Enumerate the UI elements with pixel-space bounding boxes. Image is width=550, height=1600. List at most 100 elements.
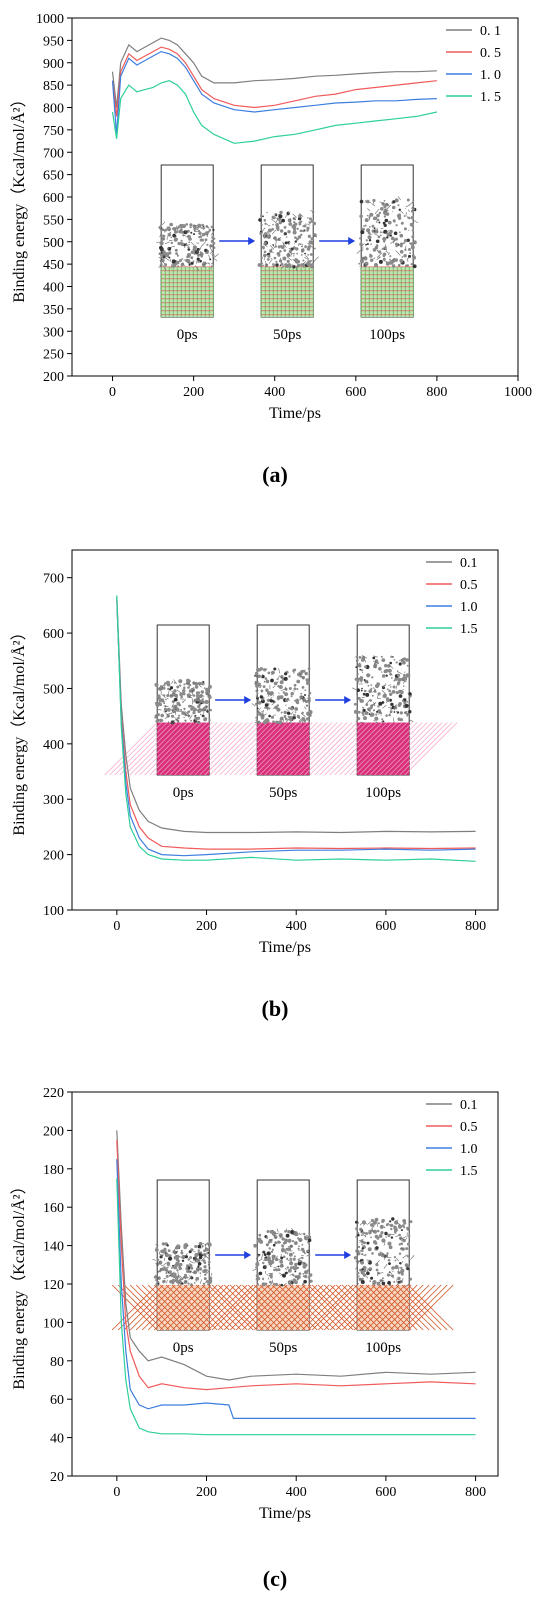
panel-a: 0 200 400 600 800 1000 200 250 300 350 400 450 500 55… [0,0,550,500]
x-tick-label: 200 [196,919,217,934]
y-tick-label: 650 [43,169,64,184]
y-tick-label: 200 [43,370,64,385]
legend-label: 0. 1 [480,24,501,39]
x-tick-label: 400 [264,385,285,400]
y-tick-label: 600 [43,191,64,206]
y-tick-label: 750 [43,124,64,139]
snapshot-1: 50ps [257,164,319,343]
y-tick-label: 40 [50,1432,64,1447]
legend-label: 0.5 [460,1120,478,1135]
series-line-2 [111,50,437,135]
x-axis-title: Time/ps [259,939,311,956]
y-tick-label: 250 [43,348,64,363]
snapshot-2: 100ps [356,164,419,343]
y-axis-title: Binding energy（Kcal/mol/Å²） [10,624,28,835]
series-line-3 [116,1178,476,1436]
legend-label: 0. 5 [480,46,501,61]
snapshot-label: 50ps [273,327,302,343]
y-tick-label: 700 [43,146,64,161]
legend-label: 1.0 [460,1142,478,1157]
x-tick-label: 800 [465,919,486,934]
y-tick-label: 100 [43,1316,64,1331]
snapshot-label: 50ps [269,785,298,801]
series-line-1 [116,599,476,850]
snapshot-label: 100ps [365,1340,401,1356]
panel-b: 0 200 400 600 800 100 200 300 400 500 600 700 Time/p… [0,530,550,1021]
legend-label: 0.5 [460,578,478,593]
arrow-head [244,1251,252,1259]
series-line-2 [116,1159,476,1419]
snapshot-label: 0ps [177,327,198,343]
arrow-head [348,237,356,245]
panel-c: 0 200 400 600 800 20 40 60 80 100 120 140 160 180 200 2… [0,1080,550,1600]
y-tick-label: 180 [43,1163,64,1178]
y-tick-label: 200 [43,1124,64,1139]
y-tick-label: 550 [43,213,64,228]
series-line-0 [116,1130,476,1381]
snapshot-label: 50ps [269,1340,298,1356]
snapshot-2: 100ps [311,1179,454,1356]
arrow-head [344,696,352,704]
legend-label: 0.1 [460,556,478,571]
series-line-3 [111,80,438,144]
x-tick-label: 0 [109,385,116,400]
arrow-head [344,1251,352,1259]
y-tick-label: 450 [43,258,64,273]
legend-label: 1.0 [460,600,478,615]
y-tick-label: 300 [43,325,64,340]
snapshot-inset: 0ps 50ps 100ps [156,164,419,343]
y-tick-label: 950 [43,34,64,49]
y-axis-title: Binding energy（Kcal/mol/Å²） [10,91,28,302]
series-line-0 [111,37,437,108]
snapshot-0: 0ps [111,1179,254,1356]
snapshot-label: 100ps [369,327,405,343]
y-tick-label: 500 [43,682,64,697]
x-tick-label: 200 [196,1485,217,1500]
y-axis-title: Binding energy（Kcal/mol/Å²） [10,1178,28,1389]
x-tick-label: 200 [183,385,204,400]
snapshot-label: 0ps [173,1340,194,1356]
y-tick-label: 1000 [36,12,64,27]
series-line-1 [111,46,437,117]
binding-energy-chart-b: 0 200 400 600 800 100 200 300 400 500 600 700 Time/p… [10,549,499,956]
x-tick-label: 400 [286,919,307,934]
y-tick-label: 850 [43,79,64,94]
snapshot-1: 50ps [204,624,358,801]
y-tick-label: 60 [50,1393,64,1408]
y-tick-label: 20 [50,1470,64,1485]
plot-frame [71,549,499,911]
snapshot-label: 100ps [365,785,401,801]
y-tick-label: 400 [43,738,64,753]
caption-a: (a) [262,462,288,487]
y-tick-label: 700 [43,572,64,587]
legend-label: 1.5 [460,1164,478,1179]
y-tick-label: 300 [43,793,64,808]
y-tick-label: 80 [50,1355,64,1370]
legend-label: 1. 5 [480,90,501,105]
y-tick-label: 800 [43,102,64,117]
x-tick-label: 400 [286,1485,307,1500]
legend-label: 1.5 [460,622,478,637]
x-tick-label: 800 [465,1485,486,1500]
caption-c: (c) [262,1566,288,1591]
y-tick-label: 400 [43,281,64,296]
binding-energy-chart-a: 0 200 400 600 800 1000 200 250 300 350 400 450 500 55… [10,12,532,422]
y-tick-label: 120 [43,1278,64,1293]
y-tick-label: 160 [43,1201,64,1216]
arrow-head [244,696,252,704]
binding-energy-chart-c: 0 200 400 600 800 20 40 60 80 100 120 140 160 180 200 2… [10,1086,499,1522]
arrow-head [248,237,256,245]
caption-b: (b) [261,996,289,1021]
series-line-1 [116,1139,476,1391]
snapshot-1: 50ps [211,1179,354,1356]
legend-label: 1. 0 [480,68,501,83]
x-axis-title: Time/ps [269,405,321,422]
snapshot-inset: 0ps 50ps 100ps [111,1179,454,1356]
x-tick-label: 0 [113,1485,120,1500]
x-tick-label: 0 [113,919,120,934]
series-line-0 [116,597,476,834]
snapshot-2: 100ps [304,624,458,801]
legend-label: 0.1 [460,1098,478,1113]
snapshot-inset: 0ps 50ps 100ps [104,624,458,801]
y-tick-label: 350 [43,303,64,318]
